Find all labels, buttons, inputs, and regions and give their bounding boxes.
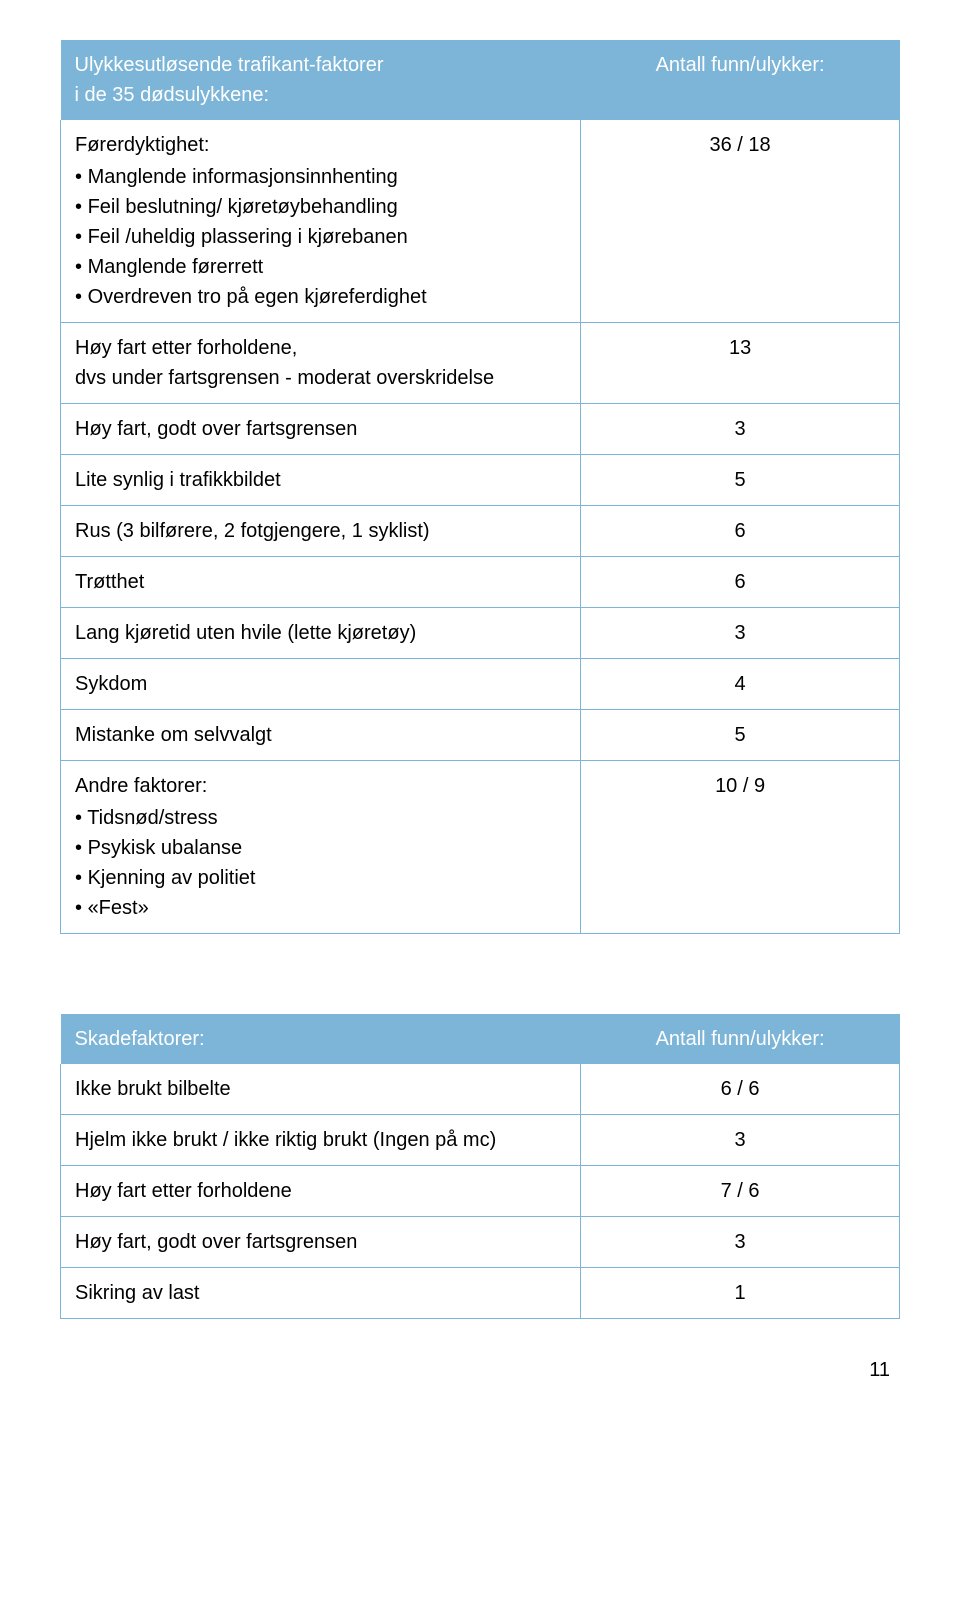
row-value: 3	[581, 608, 900, 659]
row-value: 5	[581, 710, 900, 761]
table-row: Trøtthet 6	[61, 557, 900, 608]
row-label: Lite synlig i trafikkbildet	[61, 455, 581, 506]
table-row: Rus (3 bilførere, 2 fotgjengere, 1 sykli…	[61, 506, 900, 557]
bullet-item: «Fest»	[75, 893, 566, 923]
table-row: Sykdom 4	[61, 659, 900, 710]
row-value: 6	[581, 557, 900, 608]
row-label-cell: Andre faktorer: Tidsnød/stress Psykisk u…	[61, 761, 581, 934]
table-row: Lang kjøretid uten hvile (lette kjøretøy…	[61, 608, 900, 659]
row-label: Andre faktorer:	[75, 775, 207, 797]
row-value: 7 / 6	[581, 1166, 900, 1217]
row-value: 13	[581, 323, 900, 404]
row-value: 4	[581, 659, 900, 710]
bullet-item: Feil beslutning/ kjøretøybehandling	[75, 192, 566, 222]
table-row: Lite synlig i trafikkbildet 5	[61, 455, 900, 506]
row-label: Mistanke om selvvalgt	[61, 710, 581, 761]
row-label: Høy fart etter forholdene,	[75, 337, 297, 359]
row-sublabel: dvs under fartsgrensen - moderat overskr…	[75, 367, 494, 389]
row-value: 6	[581, 506, 900, 557]
bullet-item: Kjenning av politiet	[75, 863, 566, 893]
row-label: Hjelm ikke brukt / ikke riktig brukt (In…	[61, 1115, 581, 1166]
bullet-item: Manglende førerrett	[75, 252, 566, 282]
row-value: 36 / 18	[581, 120, 900, 323]
table2-body: Ikke brukt bilbelte 6 / 6 Hjelm ikke bru…	[61, 1064, 900, 1319]
row-label: Høy fart, godt over fartsgrensen	[61, 404, 581, 455]
row-label: Lang kjøretid uten hvile (lette kjøretøy…	[61, 608, 581, 659]
table1-header-left-l1: Ulykkesutløsende trafikant-faktorer	[75, 54, 384, 76]
row-label: Førerdyktighet:	[75, 134, 209, 156]
row-label: Rus (3 bilførere, 2 fotgjengere, 1 sykli…	[61, 506, 581, 557]
row-label-cell: Førerdyktighet: Manglende informasjonsin…	[61, 120, 581, 323]
skadefaktorer-table: Skadefaktorer: Antall funn/ulykker: Ikke…	[60, 1014, 900, 1319]
bullet-item: Tidsnød/stress	[75, 803, 566, 833]
row-label: Ikke brukt bilbelte	[61, 1064, 581, 1115]
table-row: Sikring av last 1	[61, 1268, 900, 1319]
bullet-item: Manglende informasjonsinnhenting	[75, 162, 566, 192]
table1-body: Førerdyktighet: Manglende informasjonsin…	[61, 120, 900, 934]
row-label: Sykdom	[61, 659, 581, 710]
row-label-cell: Høy fart etter forholdene, dvs under far…	[61, 323, 581, 404]
row-label: Høy fart, godt over fartsgrensen	[61, 1217, 581, 1268]
table-row: Høy fart, godt over fartsgrensen 3	[61, 404, 900, 455]
row-label: Trøtthet	[61, 557, 581, 608]
bullet-item: Psykisk ubalanse	[75, 833, 566, 863]
table-row: Andre faktorer: Tidsnød/stress Psykisk u…	[61, 761, 900, 934]
row-label: Høy fart etter forholdene	[61, 1166, 581, 1217]
row-value: 3	[581, 1217, 900, 1268]
row-bullets: Manglende informasjonsinnhenting Feil be…	[75, 162, 566, 312]
page-number: 11	[60, 1359, 900, 1382]
table-row: Høy fart etter forholdene 7 / 6	[61, 1166, 900, 1217]
table1-header-left: Ulykkesutløsende trafikant-faktorer i de…	[61, 40, 581, 120]
row-value: 1	[581, 1268, 900, 1319]
row-value: 5	[581, 455, 900, 506]
table2-header-right: Antall funn/ulykker:	[581, 1014, 900, 1064]
row-label: Sikring av last	[61, 1268, 581, 1319]
trafikant-faktorer-table: Ulykkesutløsende trafikant-faktorer i de…	[60, 40, 900, 934]
bullet-item: Feil /uheldig plassering i kjørebanen	[75, 222, 566, 252]
bullet-item: Overdreven tro på egen kjøreferdighet	[75, 282, 566, 312]
table-row: Hjelm ikke brukt / ikke riktig brukt (In…	[61, 1115, 900, 1166]
table-row: Ikke brukt bilbelte 6 / 6	[61, 1064, 900, 1115]
table-row: Mistanke om selvvalgt 5	[61, 710, 900, 761]
table2-header-left: Skadefaktorer:	[61, 1014, 581, 1064]
table-row: Høy fart etter forholdene, dvs under far…	[61, 323, 900, 404]
table-row: Høy fart, godt over fartsgrensen 3	[61, 1217, 900, 1268]
row-value: 6 / 6	[581, 1064, 900, 1115]
table1-header-right: Antall funn/ulykker:	[581, 40, 900, 120]
table1-header-left-l2: i de 35 dødsulykkene:	[75, 84, 270, 106]
row-bullets: Tidsnød/stress Psykisk ubalanse Kjenning…	[75, 803, 566, 923]
row-value: 3	[581, 1115, 900, 1166]
row-value: 3	[581, 404, 900, 455]
table-row: Førerdyktighet: Manglende informasjonsin…	[61, 120, 900, 323]
row-value: 10 / 9	[581, 761, 900, 934]
